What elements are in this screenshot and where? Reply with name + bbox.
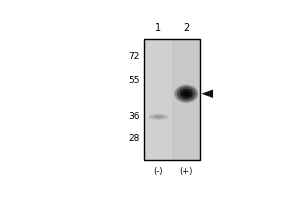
Ellipse shape bbox=[154, 115, 163, 118]
Polygon shape bbox=[201, 90, 213, 98]
Text: 2: 2 bbox=[183, 23, 189, 33]
Ellipse shape bbox=[183, 91, 190, 96]
Text: 36: 36 bbox=[128, 112, 140, 121]
Text: 1: 1 bbox=[155, 23, 161, 33]
Ellipse shape bbox=[148, 114, 168, 120]
Text: 28: 28 bbox=[128, 134, 140, 143]
Text: 55: 55 bbox=[128, 76, 140, 85]
Text: (-): (-) bbox=[154, 167, 163, 176]
Bar bbox=[145, 39, 172, 160]
Bar bbox=[145, 39, 200, 160]
Bar bbox=[172, 39, 200, 160]
Ellipse shape bbox=[174, 85, 198, 103]
Ellipse shape bbox=[180, 89, 193, 99]
Ellipse shape bbox=[177, 87, 196, 101]
Text: 72: 72 bbox=[128, 52, 140, 61]
Text: (+): (+) bbox=[180, 167, 193, 176]
